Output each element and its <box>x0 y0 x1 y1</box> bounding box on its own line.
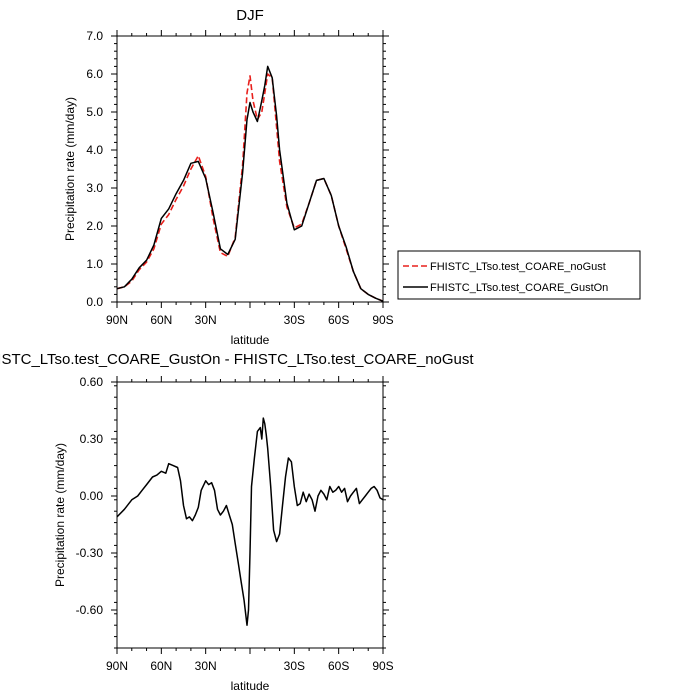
legend-label-nogust: FHISTC_LTso.test_COARE_noGust <box>430 261 606 273</box>
top-x-tick-label: 60S <box>328 313 349 327</box>
top-x-tick-label: 60N <box>150 313 172 327</box>
legend-label-guston: FHISTC_LTso.test_COARE_GustOn <box>430 282 608 294</box>
top-y-tick-label: 4.0 <box>86 143 103 157</box>
top-x-tick-label: 90S <box>372 313 393 327</box>
top-y-axis-label: Precipitation rate (mm/day) <box>63 97 77 241</box>
bottom-y-tick-label: 0.00 <box>80 489 104 503</box>
bottom-plot-frame <box>116 381 384 649</box>
top-y-tick-label: 2.0 <box>86 219 103 233</box>
bottom-y-tick-label: -0.60 <box>76 603 104 617</box>
top-x-axis-label: latitude <box>231 333 270 347</box>
top-panel: DJF 90N 60N 30N 30S 60S 90S 0.0 1.0 2.0 3.0 4.0 5.0… <box>63 7 394 347</box>
top-y-tick-label: 6.0 <box>86 67 103 81</box>
bottom-y-tick-label: -0.30 <box>76 546 104 560</box>
top-y-tick-label: 5.0 <box>86 105 103 119</box>
bottom-x-tick-label: 60S <box>328 659 349 673</box>
bottom-x-tick-label: 30N <box>195 659 217 673</box>
top-x-tick-label: 30S <box>284 313 305 327</box>
bottom-x-axis-label: latitude <box>231 679 270 693</box>
top-y-tick-label: 7.0 <box>86 29 103 43</box>
bottom-y-axis-label: Precipitation rate (mm/day) <box>53 443 67 587</box>
top-series-line-1 <box>116 65 384 302</box>
bottom-y-tick-label: 0.60 <box>80 375 104 389</box>
legend-box <box>397 250 641 300</box>
bottom-x-tick-label: 60N <box>150 659 172 673</box>
bottom-x-tick-label: 30S <box>284 659 305 673</box>
bottom-x-tick-label: 90N <box>106 659 128 673</box>
top-x-tick-label: 90N <box>106 313 128 327</box>
bottom-series-line-0 <box>116 417 384 626</box>
top-y-tick-label: 0.0 <box>86 295 103 309</box>
top-chart-title: DJF <box>236 7 264 24</box>
bottom-chart-title: HISTC_LTso.test_COARE_GustOn - FHISTC_LT… <box>0 351 474 368</box>
top-y-tick-label: 3.0 <box>86 181 103 195</box>
legend: FHISTC_LTso.test_COARE_noGust FHISTC_LTs… <box>397 250 641 300</box>
bottom-panel: HISTC_LTso.test_COARE_GustOn - FHISTC_LT… <box>0 351 474 693</box>
bottom-y-tick-label: 0.30 <box>80 432 104 446</box>
top-y-tick-label: 1.0 <box>86 257 103 271</box>
bottom-x-tick-label: 90S <box>372 659 393 673</box>
top-series-line-0 <box>116 73 384 302</box>
top-x-tick-label: 30N <box>195 313 217 327</box>
